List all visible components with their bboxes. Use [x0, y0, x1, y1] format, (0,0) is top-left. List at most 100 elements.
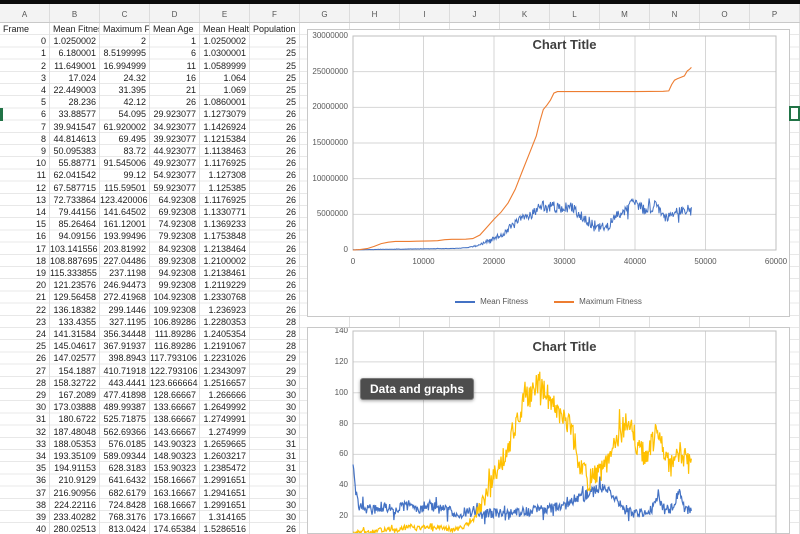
data-cell[interactable]: 724.8428	[108, 499, 146, 510]
data-cell[interactable]: 158.32722	[53, 377, 96, 388]
data-cell[interactable]: 103.141556	[50, 243, 98, 254]
data-cell[interactable]: 26	[285, 524, 296, 534]
data-cell[interactable]: 1.2138461	[203, 268, 246, 278]
data-cell[interactable]: 11.649001	[54, 60, 96, 71]
column-header-L[interactable]: L	[550, 4, 600, 22]
legend-item-maximum-fitness[interactable]: Maximum Fitness	[554, 297, 642, 306]
data-cell[interactable]: 35	[35, 463, 46, 474]
data-cell[interactable]: 42.12	[123, 97, 146, 108]
data-cell[interactable]: 1.1330771	[203, 207, 246, 217]
data-cell[interactable]: 168.16667	[153, 499, 196, 510]
data-cell[interactable]: 193.35109	[53, 451, 96, 461]
data-cell[interactable]: 1.2991651	[203, 475, 246, 486]
data-cell[interactable]: 31	[285, 451, 296, 461]
data-cell[interactable]: 16.994999	[103, 60, 146, 71]
data-cell[interactable]: 29.923077	[153, 109, 196, 120]
data-cell[interactable]: 106.89286	[153, 316, 196, 327]
data-cell[interactable]: 44.814613	[53, 133, 96, 144]
data-cell[interactable]: 99.92308	[158, 280, 196, 291]
data-cell[interactable]: 188.05353	[53, 438, 96, 449]
data-cell[interactable]: 7	[40, 121, 46, 132]
data-cell[interactable]: 1.2100002	[203, 255, 246, 266]
data-cell[interactable]: 628.3183	[108, 463, 146, 474]
data-cell[interactable]: 109.92308	[153, 304, 196, 315]
data-cell[interactable]: 187.48048	[53, 426, 96, 437]
data-cell[interactable]: 133.4355	[58, 316, 96, 327]
column-header-G[interactable]: G	[300, 4, 350, 22]
data-cell[interactable]: 39.941547	[53, 121, 96, 132]
data-cell[interactable]: 26	[285, 292, 296, 303]
data-cell[interactable]: 23	[35, 316, 46, 327]
data-cell[interactable]: 40	[35, 524, 46, 534]
data-cell[interactable]: 32	[35, 426, 46, 437]
data-cell[interactable]: 24	[35, 329, 46, 339]
column-header-H[interactable]: H	[350, 4, 400, 22]
data-cell[interactable]: 83.72	[123, 146, 146, 156]
data-cell[interactable]: 356.34448	[103, 329, 146, 339]
data-cell[interactable]: 210.9129	[58, 475, 96, 486]
data-cell[interactable]: 25	[285, 60, 296, 71]
legend-item-mean-fitness[interactable]: Mean Fitness	[455, 297, 528, 306]
column-header-M[interactable]: M	[600, 4, 650, 22]
data-cell[interactable]: 233.40282	[53, 512, 96, 522]
data-cell[interactable]: 54.095	[118, 109, 146, 120]
data-cell[interactable]: 84.92308	[158, 243, 196, 254]
data-cell[interactable]: 1.314165	[208, 512, 246, 522]
data-cell[interactable]: 33	[35, 438, 46, 449]
column-header-B[interactable]: B	[50, 4, 100, 22]
data-cell[interactable]: 54.923077	[153, 170, 196, 181]
data-cell[interactable]: 31	[285, 438, 296, 449]
data-cell[interactable]: 25	[285, 85, 296, 95]
data-cell[interactable]: 111.89286	[154, 329, 196, 339]
data-cell[interactable]: 30	[35, 402, 46, 413]
data-cell[interactable]: 136.18382	[53, 304, 96, 315]
data-cell[interactable]: 116.89286	[154, 341, 196, 352]
data-cell[interactable]: 1.1176925	[204, 158, 246, 169]
data-cell[interactable]: 36	[35, 475, 46, 486]
data-cell[interactable]: 22	[35, 304, 46, 315]
header-cell[interactable]: Frame	[3, 24, 30, 34]
data-cell[interactable]: 173.16667	[153, 512, 196, 522]
data-cell[interactable]: 74.92308	[158, 219, 196, 230]
data-cell[interactable]: 26	[285, 268, 296, 278]
data-cell[interactable]: 562.69366	[103, 426, 146, 437]
data-cell[interactable]: 26	[285, 304, 296, 315]
data-cell[interactable]: 477.41898	[103, 390, 146, 400]
data-cell[interactable]: 1.1369233	[203, 219, 246, 230]
data-cell[interactable]: 31	[35, 414, 46, 425]
data-cell[interactable]: 21	[35, 292, 46, 303]
data-cell[interactable]: 1.0860001	[203, 97, 246, 108]
data-cell[interactable]: 30	[285, 499, 296, 510]
data-cell[interactable]: 161.12001	[103, 219, 146, 230]
data-cell[interactable]: 9	[40, 146, 46, 156]
data-cell[interactable]: 89.92308	[158, 255, 196, 266]
data-cell[interactable]: 30	[285, 487, 296, 498]
column-header-C[interactable]: C	[100, 4, 150, 22]
data-cell[interactable]: 813.0424	[108, 524, 146, 534]
data-cell[interactable]: 1.0250002	[53, 36, 96, 47]
data-cell[interactable]: 11	[186, 60, 196, 71]
data-cell[interactable]: 224.22116	[54, 499, 96, 510]
data-cell[interactable]: 227.04486	[103, 255, 146, 266]
data-cell[interactable]: 31.395	[118, 85, 146, 95]
data-cell[interactable]: 33.88577	[58, 109, 96, 120]
data-cell[interactable]: 1.2280353	[203, 316, 246, 327]
data-cell[interactable]: 1.274999	[208, 426, 246, 437]
data-cell[interactable]: 1.5286516	[203, 524, 246, 534]
data-cell[interactable]: 28	[285, 341, 296, 352]
data-cell[interactable]: 34	[35, 451, 46, 461]
data-cell[interactable]: 26	[285, 121, 296, 132]
column-header-E[interactable]: E	[200, 4, 250, 22]
data-cell[interactable]: 237.1198	[109, 268, 146, 278]
data-cell[interactable]: 1.069	[223, 85, 246, 95]
data-cell[interactable]: 24.32	[123, 72, 146, 83]
data-cell[interactable]: 3	[40, 72, 46, 83]
data-cell[interactable]: 85.26464	[58, 219, 96, 230]
column-header-J[interactable]: J	[450, 4, 500, 22]
data-cell[interactable]: 30	[285, 512, 296, 522]
data-cell[interactable]: 1.1426924	[203, 121, 246, 132]
data-cell[interactable]: 20	[35, 280, 46, 291]
data-cell[interactable]: 194.91153	[54, 463, 96, 474]
data-cell[interactable]: 61.920002	[103, 121, 146, 132]
data-cell[interactable]: 55.88771	[58, 158, 96, 169]
